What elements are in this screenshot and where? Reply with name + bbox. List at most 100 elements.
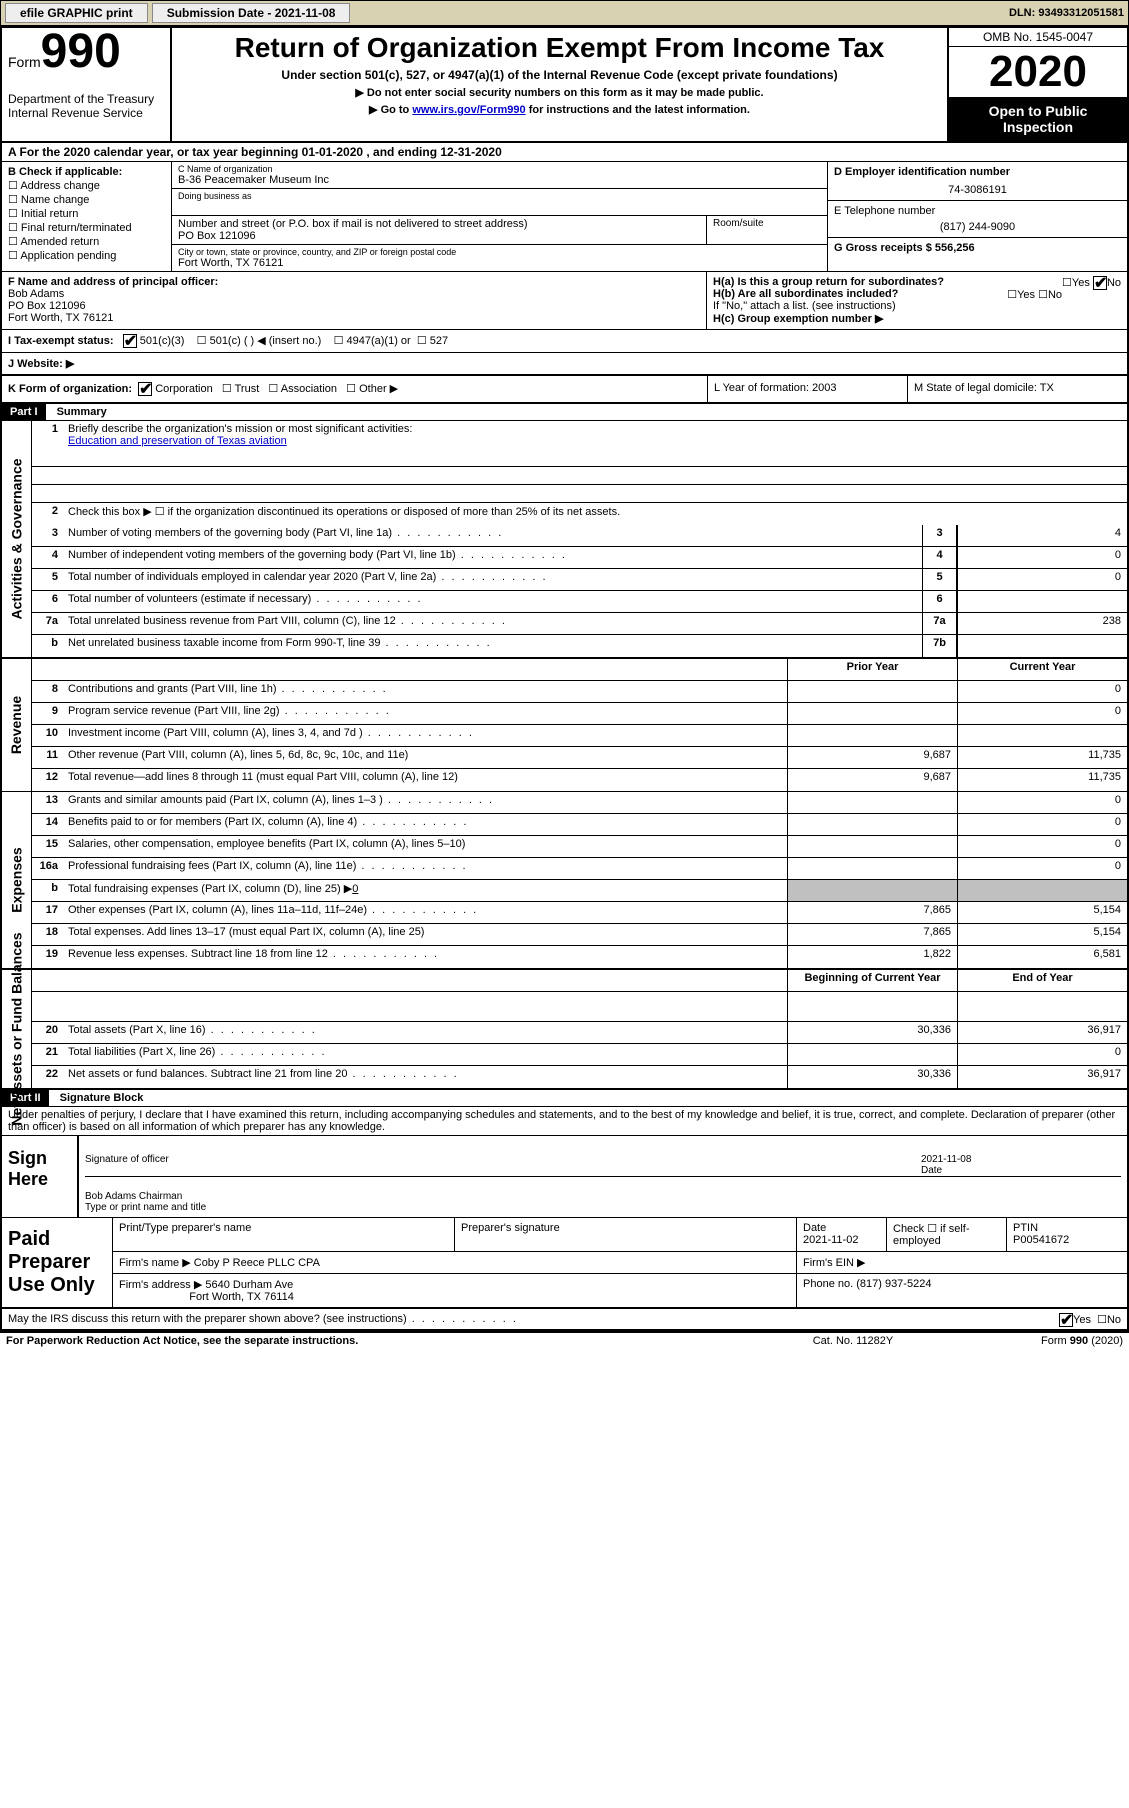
perjury-text: Under penalties of perjury, I declare th… [2, 1107, 1127, 1136]
firm-addr-label: Firm's address ▶ [119, 1279, 202, 1291]
check-501c3[interactable] [123, 334, 137, 348]
sig-date-label: Date [921, 1165, 942, 1176]
footer: For Paperwork Reduction Act Notice, see … [0, 1333, 1129, 1349]
prep-name-label: Print/Type preparer's name [113, 1218, 455, 1251]
c13: 0 [957, 792, 1127, 813]
c14: 0 [957, 814, 1127, 835]
form-subtitle: Under section 501(c), 527, or 4947(a)(1)… [178, 68, 941, 82]
v6 [957, 591, 1127, 612]
p8 [787, 681, 957, 702]
open-public-label: Open to Public Inspection [949, 97, 1127, 141]
form-word: Form [8, 54, 41, 70]
e22: 36,917 [957, 1066, 1127, 1088]
discuss-yes[interactable] [1059, 1313, 1073, 1327]
submission-button[interactable]: Submission Date - 2021-11-08 [152, 3, 351, 23]
b22: 30,336 [787, 1066, 957, 1088]
section-c: C Name of organization B-36 Peacemaker M… [172, 162, 827, 271]
l-year: L Year of formation: 2003 [707, 376, 907, 402]
e21: 0 [957, 1044, 1127, 1065]
l10: Investment income (Part VIII, column (A)… [62, 725, 787, 746]
mission-link[interactable]: Education and preservation of Texas avia… [68, 435, 287, 447]
check-initial-return[interactable]: ☐ Initial return [8, 207, 165, 220]
c15: 0 [957, 836, 1127, 857]
l4: Number of independent voting members of … [62, 547, 922, 568]
dln-label: DLN: 93493312051581 [1009, 7, 1124, 19]
hb-note: If "No," attach a list. (see instruction… [713, 300, 1121, 312]
p15 [787, 836, 957, 857]
irs-label: Internal Revenue Service [8, 106, 164, 120]
l1-label: Briefly describe the organization's miss… [68, 423, 412, 435]
section-de: D Employer identification number 74-3086… [827, 162, 1127, 271]
b20: 30,336 [787, 1022, 957, 1043]
officer-addr2: Fort Worth, TX 76121 [8, 312, 700, 324]
firm-name-label: Firm's name ▶ [119, 1257, 191, 1269]
sig-date: 2021-11-08 [921, 1154, 971, 1165]
end-hdr: End of Year [957, 970, 1127, 991]
hb-row: H(b) Are all subordinates included? ☐Yes… [713, 288, 1121, 300]
check-corp[interactable] [138, 382, 152, 396]
b-label: B Check if applicable: [8, 166, 165, 178]
form-number: 990 [41, 25, 121, 78]
phone-label: E Telephone number [834, 205, 1121, 217]
irs-link[interactable]: www.irs.gov/Form990 [412, 104, 525, 116]
l8: Contributions and grants (Part VIII, lin… [62, 681, 787, 702]
prior-year-hdr: Prior Year [787, 659, 957, 680]
c10 [957, 725, 1127, 746]
self-emp-check[interactable]: Check ☐ if self-employed [887, 1218, 1007, 1251]
opt-501c3: 501(c)(3) [140, 335, 185, 347]
hc-row: H(c) Group exemption number ▶ [713, 312, 1121, 325]
org-name-label: C Name of organization [178, 164, 821, 174]
part2-header: Part II Signature Block [2, 1090, 1127, 1107]
check-name-change[interactable]: ☐ Name change [8, 193, 165, 206]
efile-button[interactable]: efile GRAPHIC print [5, 3, 148, 23]
ein-label: D Employer identification number [834, 166, 1121, 178]
l6: Total number of volunteers (estimate if … [62, 591, 922, 612]
v7a: 238 [957, 613, 1127, 634]
v7b [957, 635, 1127, 657]
i-row: I Tax-exempt status: 501(c)(3) ☐ 501(c) … [2, 330, 1127, 353]
v3: 4 [957, 525, 1127, 546]
l7a: Total unrelated business revenue from Pa… [62, 613, 922, 634]
p9 [787, 703, 957, 724]
l16b: Total fundraising expenses (Part IX, col… [62, 880, 787, 901]
c16b-grey [957, 880, 1127, 901]
l3: Number of voting members of the governin… [62, 525, 922, 546]
note2-post: for instructions and the latest informat… [526, 104, 750, 116]
l20: Total assets (Part X, line 16) [62, 1022, 787, 1043]
org-name: B-36 Peacemaker Museum Inc [178, 174, 821, 186]
form-header: Form990 Department of the Treasury Inter… [2, 28, 1127, 143]
firm-ein-label: Firm's EIN ▶ [797, 1252, 1127, 1273]
p16a [787, 858, 957, 879]
omb-number: OMB No. 1545-0047 [949, 28, 1127, 47]
v5: 0 [957, 569, 1127, 590]
check-pending[interactable]: ☐ Application pending [8, 249, 165, 262]
c9: 0 [957, 703, 1127, 724]
section-a: A For the 2020 calendar year, or tax yea… [2, 143, 1127, 162]
j-row: J Website: ▶ [2, 353, 1127, 376]
netassets-label: Net Assets or Fund Balances [2, 970, 32, 1088]
l2-label: Check this box ▶ ☐ if the organization d… [62, 503, 1127, 525]
current-year-hdr: Current Year [957, 659, 1127, 680]
check-amended[interactable]: ☐ Amended return [8, 235, 165, 248]
ha-no-check[interactable] [1093, 276, 1107, 290]
p19: 1,822 [787, 946, 957, 968]
l12: Total revenue—add lines 8 through 11 (mu… [62, 769, 787, 791]
e20: 36,917 [957, 1022, 1127, 1043]
c18: 5,154 [957, 924, 1127, 945]
firm-addr1: 5640 Durham Ave [205, 1279, 293, 1291]
gross-receipts: G Gross receipts $ 556,256 [834, 242, 1121, 254]
topbar: efile GRAPHIC print Submission Date - 20… [0, 0, 1129, 26]
check-address-change[interactable]: ☐ Address change [8, 179, 165, 192]
p13 [787, 792, 957, 813]
check-final-return[interactable]: ☐ Final return/terminated [8, 221, 165, 234]
sign-here-label: Sign Here [2, 1136, 77, 1217]
c19: 6,581 [957, 946, 1127, 968]
prep-sig-label: Preparer's signature [455, 1218, 797, 1251]
form-990: Form990 Department of the Treasury Inter… [0, 26, 1129, 1333]
c16a: 0 [957, 858, 1127, 879]
p18: 7,865 [787, 924, 957, 945]
paperwork-notice: For Paperwork Reduction Act Notice, see … [6, 1335, 763, 1347]
note-ssn: ▶ Do not enter social security numbers o… [178, 86, 941, 99]
b21 [787, 1044, 957, 1065]
room-label: Room/suite [707, 216, 827, 244]
